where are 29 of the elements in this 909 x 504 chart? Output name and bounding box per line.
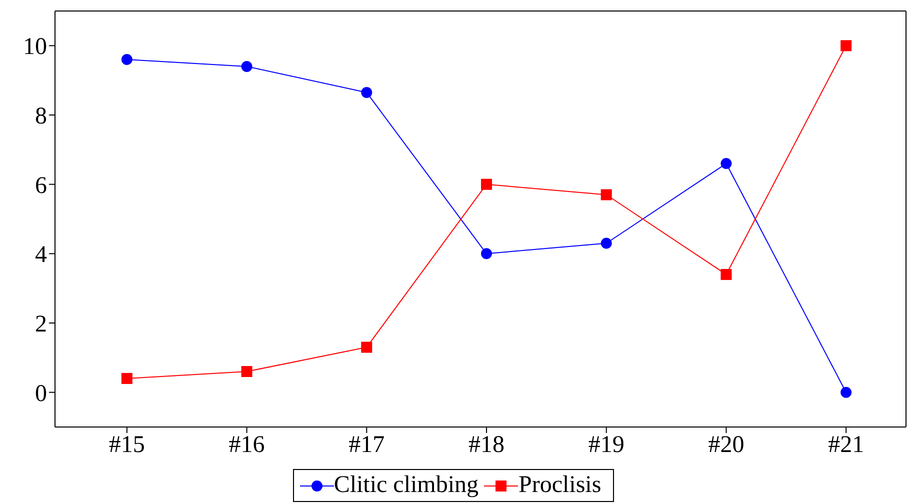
x-tick-label: #17: [348, 432, 385, 458]
x-tick-label: #18: [468, 432, 504, 458]
y-tick-label: 4: [35, 242, 47, 268]
point: [121, 54, 132, 66]
x-tick-label: #19: [588, 432, 624, 458]
point: [720, 268, 732, 280]
y-tick-label: 10: [23, 34, 47, 60]
point: [600, 189, 612, 200]
legend-label: Clitic climbing: [334, 472, 478, 499]
point: [241, 60, 252, 72]
x-tick-label: #20: [708, 432, 744, 458]
x-tick-label: #15: [108, 432, 145, 458]
y-tick-label: 6: [35, 172, 47, 199]
point: [241, 366, 252, 378]
point: [480, 178, 492, 190]
y-tick-label: 2: [35, 312, 47, 338]
x-tick-label: #16: [228, 432, 265, 458]
point: [600, 238, 612, 249]
x-tick-label: #21: [828, 432, 864, 458]
y-tick-label: 0: [35, 380, 47, 407]
point: [121, 372, 132, 384]
point: [840, 40, 852, 52]
legend-label: Proclisis: [518, 472, 602, 499]
point: [840, 386, 852, 398]
point: [480, 248, 492, 260]
point: [361, 342, 372, 353]
y-tick-label: 8: [35, 104, 47, 130]
point: [361, 86, 372, 98]
point: [720, 158, 732, 170]
